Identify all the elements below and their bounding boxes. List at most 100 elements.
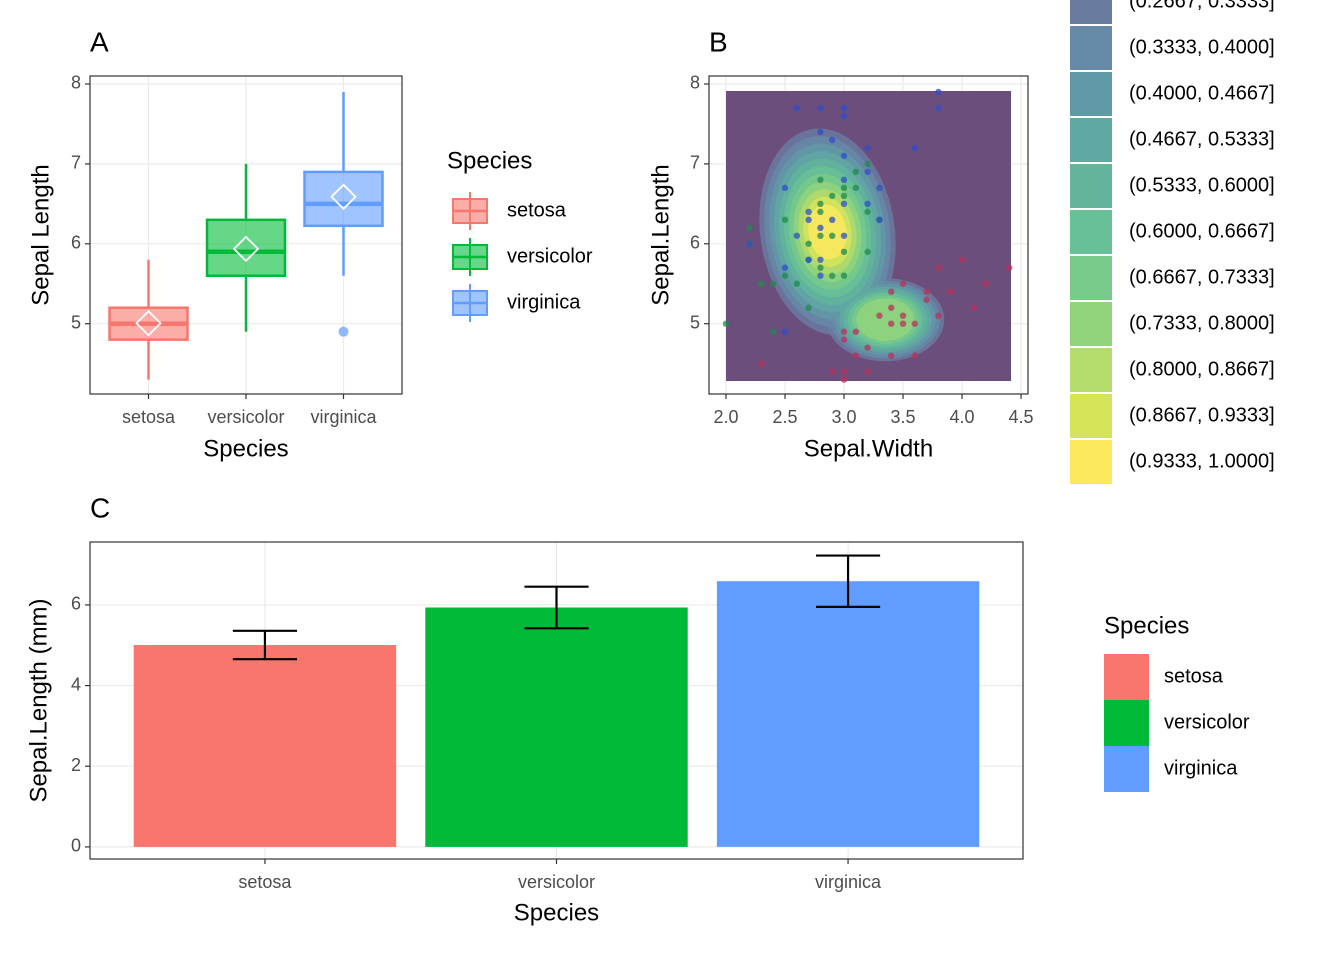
- legend-label: setosa: [507, 199, 567, 221]
- y-tick-label: 7: [690, 153, 700, 173]
- point: [935, 88, 942, 96]
- x-tick-label: 2.5: [772, 407, 797, 427]
- point: [1006, 264, 1013, 271]
- legend-label: setosa: [1164, 665, 1224, 687]
- point: [876, 312, 883, 319]
- point: [876, 184, 883, 192]
- point: [840, 328, 848, 335]
- point: [852, 184, 860, 192]
- y-axis-title: Sepal.Length: [647, 164, 674, 305]
- point: [899, 280, 907, 287]
- x-tick-label: 4.0: [950, 407, 975, 427]
- point: [840, 152, 848, 160]
- panel-border: [708, 75, 1029, 395]
- point: [840, 336, 848, 343]
- y-axis-title: Sepal Length: [27, 164, 54, 305]
- point: [864, 344, 871, 351]
- point: [781, 328, 789, 335]
- point: [793, 280, 801, 287]
- point: [829, 192, 836, 200]
- x-tick-label: 3.0: [831, 407, 856, 427]
- outlier: [338, 326, 349, 337]
- point: [864, 168, 871, 176]
- point: [947, 288, 954, 295]
- point: [864, 160, 871, 168]
- legend-label: (0.6000, 0.6667]: [1129, 220, 1275, 242]
- x-tick-label: virginica: [310, 407, 377, 427]
- panel-title: C: [90, 492, 110, 523]
- panel-border: [89, 541, 1024, 860]
- x-tick-label: versicolor: [207, 407, 284, 427]
- bar: [716, 581, 980, 847]
- legend-key: [1070, 210, 1112, 254]
- point: [829, 368, 836, 375]
- legend-key: [1070, 118, 1112, 162]
- x-tick-label: 2.0: [713, 407, 738, 427]
- legend-key: [1070, 0, 1112, 24]
- point: [935, 312, 942, 319]
- y-tick-label: 5: [71, 312, 81, 332]
- error-bar: [524, 585, 589, 630]
- point: [876, 216, 883, 224]
- point: [817, 272, 824, 279]
- legend-key: [1070, 164, 1112, 208]
- point: [829, 216, 836, 224]
- point: [770, 328, 777, 335]
- panel-title: B: [709, 26, 728, 57]
- point: [829, 136, 836, 144]
- point: [899, 312, 907, 319]
- point: [840, 104, 848, 112]
- y-tick-label: 7: [71, 153, 81, 173]
- legend-label: (0.4000, 0.4667]: [1129, 82, 1275, 104]
- point: [888, 304, 895, 311]
- point: [864, 248, 871, 255]
- y-tick-label: 8: [690, 73, 700, 93]
- point: [805, 240, 812, 247]
- legend-label: (0.7333, 0.8000]: [1129, 312, 1275, 334]
- bar: [425, 607, 688, 847]
- mean-marker: [135, 309, 162, 337]
- point: [911, 352, 919, 359]
- point: [781, 272, 789, 279]
- box: [205, 218, 287, 277]
- y-tick-label: 6: [71, 594, 81, 614]
- error-bar: [815, 554, 881, 608]
- point: [888, 288, 895, 295]
- point: [899, 320, 907, 327]
- legend-label: (0.6667, 0.7333]: [1129, 266, 1275, 288]
- point: [852, 168, 860, 176]
- mean-marker: [232, 235, 260, 263]
- point: [888, 352, 895, 359]
- legend-key: [1070, 440, 1112, 484]
- point: [864, 200, 871, 208]
- legend-key: [1104, 746, 1149, 792]
- point: [746, 240, 753, 247]
- point: [923, 296, 930, 303]
- point: [958, 256, 966, 263]
- legend-label: (0.2667, 0.3333]: [1129, 0, 1275, 12]
- point: [829, 272, 836, 279]
- legend-key: [1104, 654, 1149, 700]
- density: [726, 91, 1011, 381]
- point: [793, 232, 801, 239]
- point: [781, 184, 789, 192]
- point: [817, 200, 824, 208]
- box: [303, 170, 384, 228]
- point: [840, 192, 848, 200]
- x-tick-label: setosa: [122, 407, 176, 427]
- x-axis-title: Species: [203, 435, 288, 462]
- legend-label: virginica: [1164, 757, 1238, 779]
- x-tick-label: setosa: [238, 872, 292, 892]
- legend-key: [1070, 394, 1112, 438]
- point: [840, 200, 848, 208]
- error-bar: [232, 629, 298, 661]
- panel-border: [89, 75, 403, 395]
- point: [817, 104, 824, 112]
- legend-label: (0.8000, 0.8667]: [1129, 358, 1275, 380]
- legend-title: Species: [447, 147, 532, 174]
- point: [805, 304, 812, 311]
- point: [935, 104, 942, 112]
- legend-key: [1104, 700, 1149, 746]
- legend-label: (0.5333, 0.6000]: [1129, 174, 1275, 196]
- point: [840, 248, 848, 255]
